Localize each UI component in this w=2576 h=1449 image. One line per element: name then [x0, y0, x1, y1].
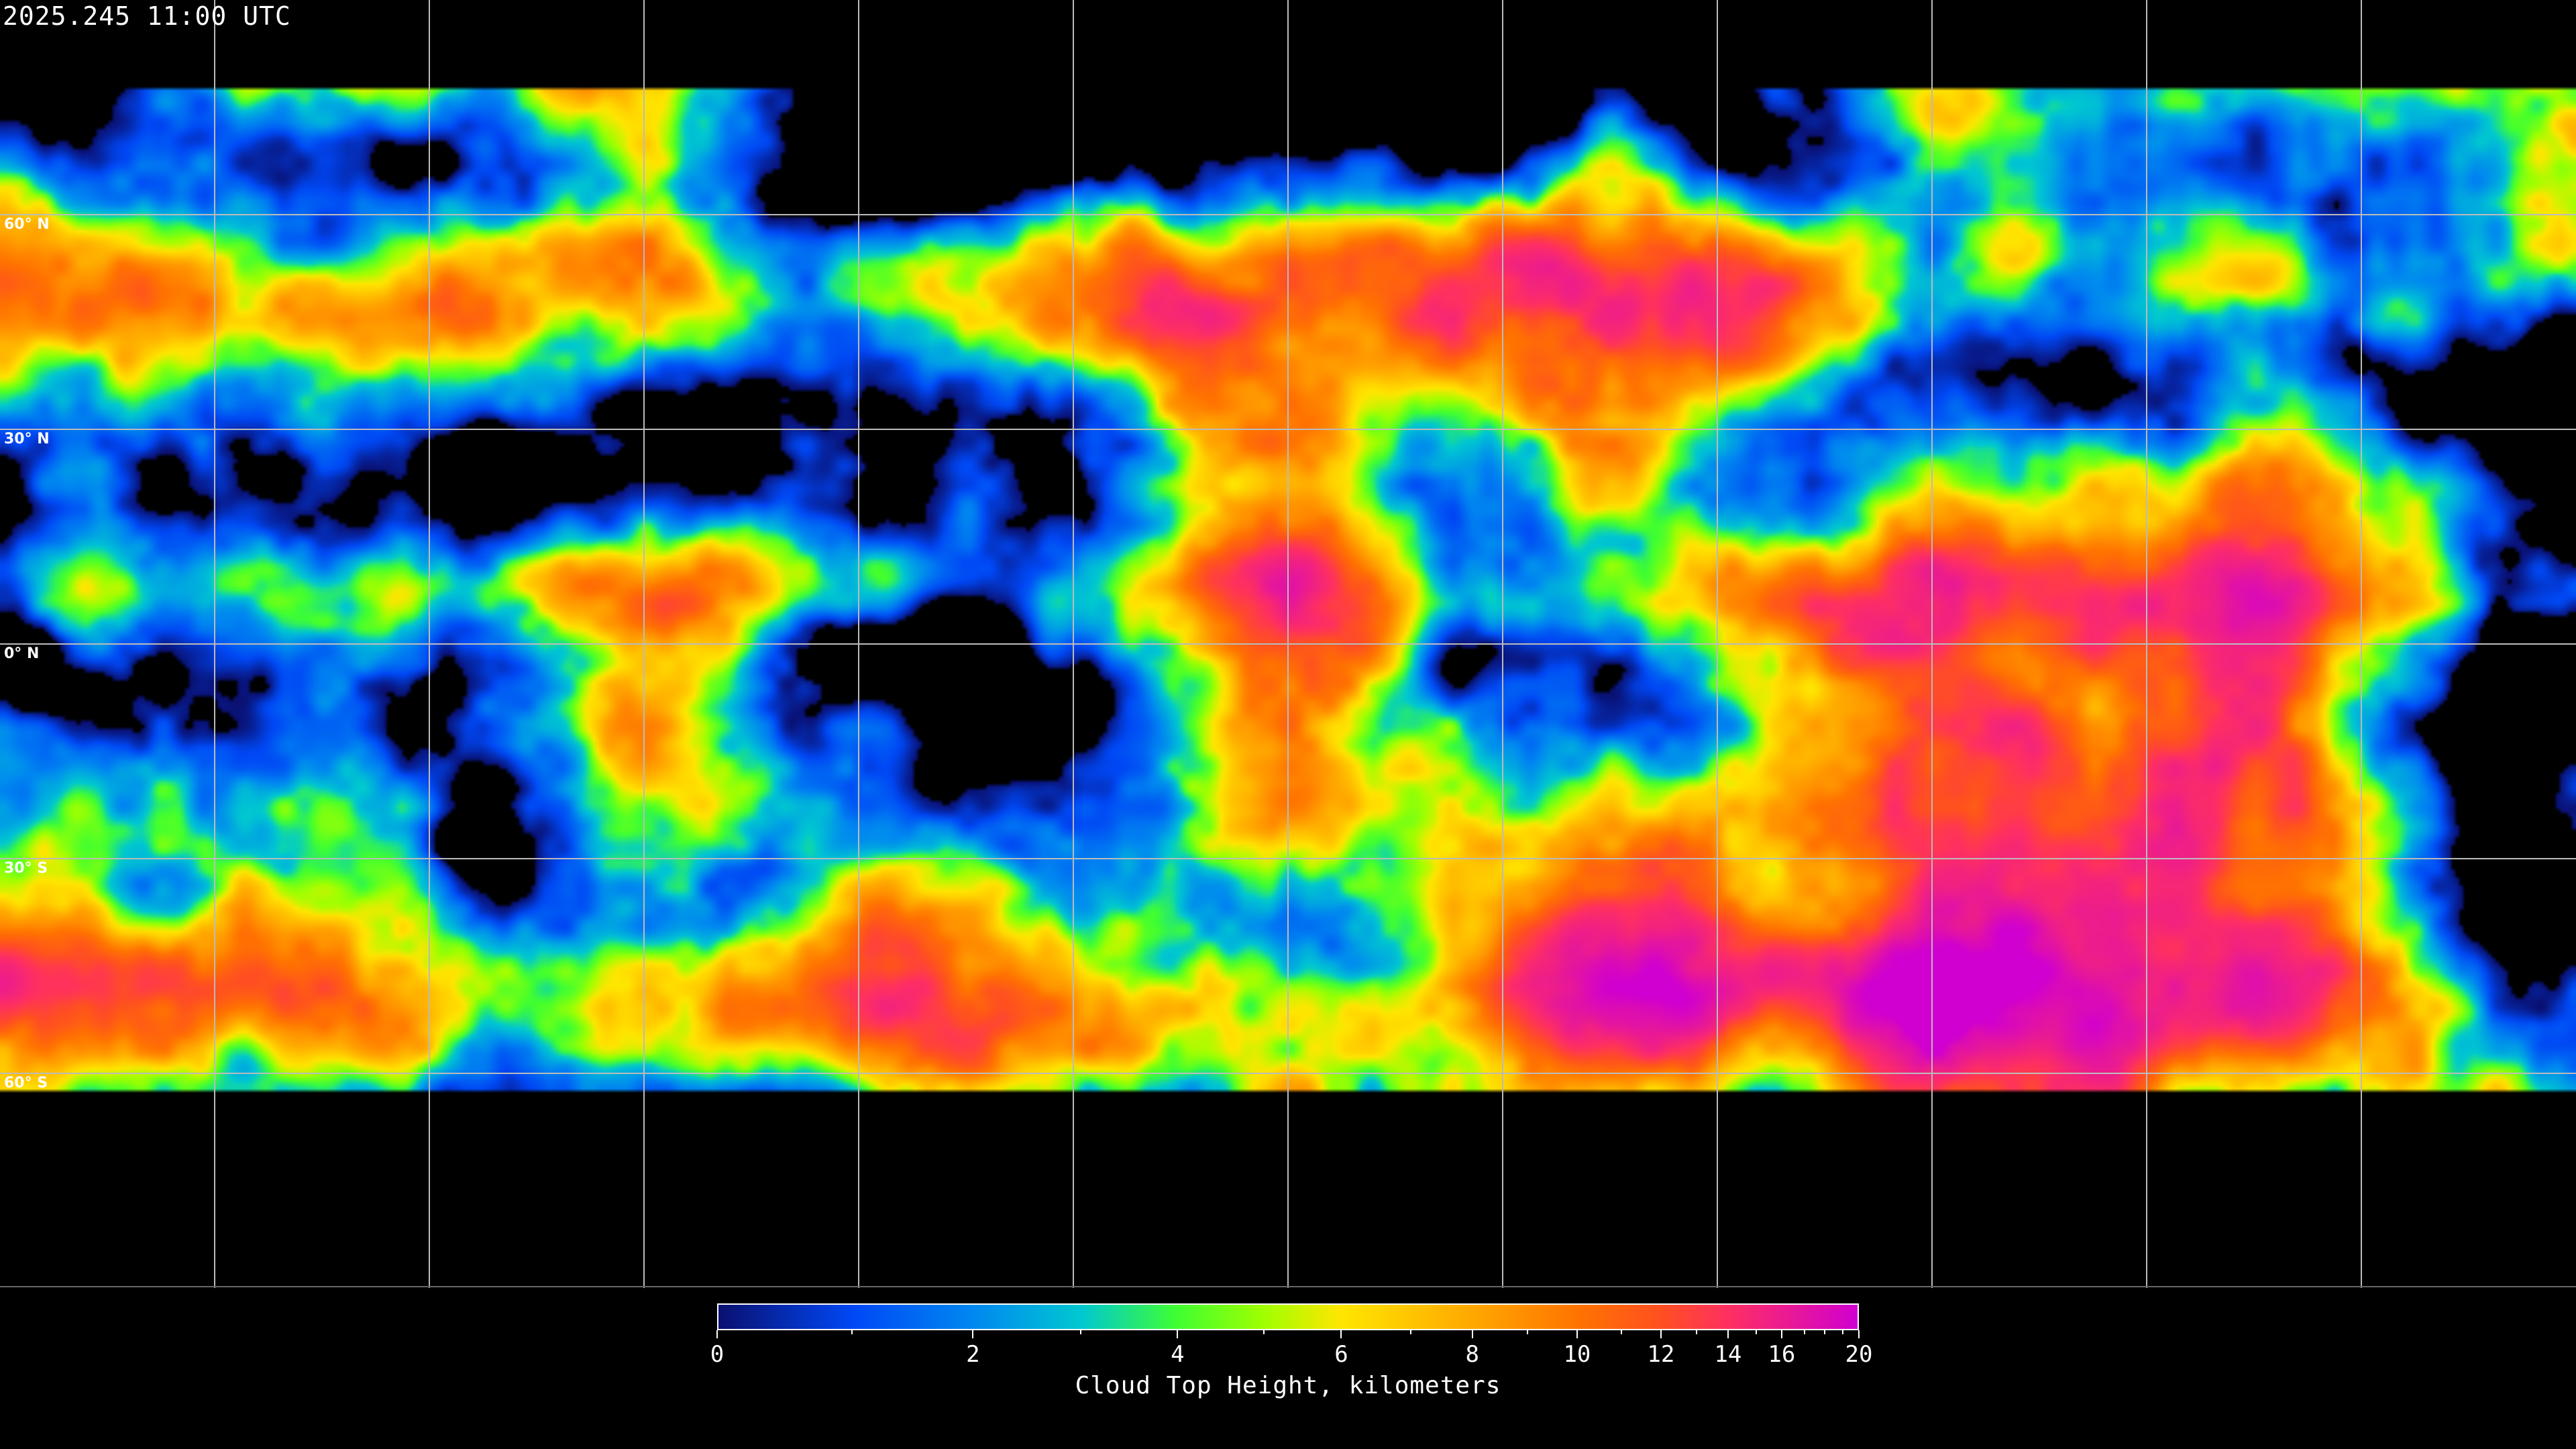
colorbar-tick-label: 2	[966, 1341, 980, 1368]
colorbar-major-tick	[1780, 1330, 1782, 1338]
colorbar-tick-label: 10	[1563, 1341, 1591, 1368]
timestamp-title: 2025.245 11:00 UTC	[3, 1, 291, 31]
colorbar-minor-tick	[1080, 1330, 1082, 1334]
colorbar-minor-tick	[851, 1330, 853, 1334]
colorbar-minor-tick	[1527, 1330, 1529, 1334]
colorbar-major-tick	[1576, 1330, 1578, 1338]
colorbar-minor-tick	[1409, 1330, 1411, 1334]
colorbar-tick-label: 4	[1171, 1341, 1185, 1368]
latitude-label: 60° N	[4, 216, 50, 233]
colorbar-minor-tick	[1620, 1330, 1622, 1334]
colorbar-minor-tick	[1803, 1330, 1805, 1334]
cloud-top-height-map	[0, 0, 2576, 1288]
colorbar-major-tick	[716, 1330, 718, 1338]
colorbar-minor-tick	[1841, 1330, 1843, 1334]
colorbar-major-tick	[1727, 1330, 1729, 1338]
colorbar-major-tick	[1340, 1330, 1342, 1338]
colorbar-ticks: 0 2 4 6 8 10 12 14 16 20	[710, 1330, 1872, 1371]
map-bottom-border	[0, 1286, 2576, 1287]
colorbar-label: Cloud Top Height, kilometers	[1075, 1372, 1501, 1399]
colorbar-major-tick	[1471, 1330, 1473, 1338]
colorbar-minor-tick	[1263, 1330, 1265, 1334]
colorbar-tick-label: 16	[1768, 1341, 1796, 1368]
latitude-label: 0° N	[4, 645, 40, 662]
colorbar-tick-label: 0	[710, 1341, 724, 1368]
colorbar-tick-label: 6	[1334, 1341, 1348, 1368]
colorbar-tick-label: 8	[1465, 1341, 1479, 1368]
colorbar-tick-label: 14	[1714, 1341, 1742, 1368]
colorbar-major-tick	[1858, 1330, 1860, 1338]
colorbar-major-tick	[1177, 1330, 1179, 1338]
colorbar-major-tick	[972, 1330, 974, 1338]
colorbar-minor-tick	[1823, 1330, 1825, 1334]
colorbar-major-tick	[1660, 1330, 1662, 1338]
latitude-label: 30° N	[4, 431, 50, 447]
colorbar-minor-tick	[1695, 1330, 1697, 1334]
colorbar-tick-label: 12	[1647, 1341, 1675, 1368]
colorbar-minor-tick	[1756, 1330, 1758, 1334]
colorbar	[717, 1303, 1859, 1330]
graticule	[0, 0, 2576, 1288]
latitude-label: 30° S	[4, 860, 48, 877]
colorbar-tick-label: 20	[1845, 1341, 1873, 1368]
latitude-label: 60° S	[4, 1075, 48, 1091]
